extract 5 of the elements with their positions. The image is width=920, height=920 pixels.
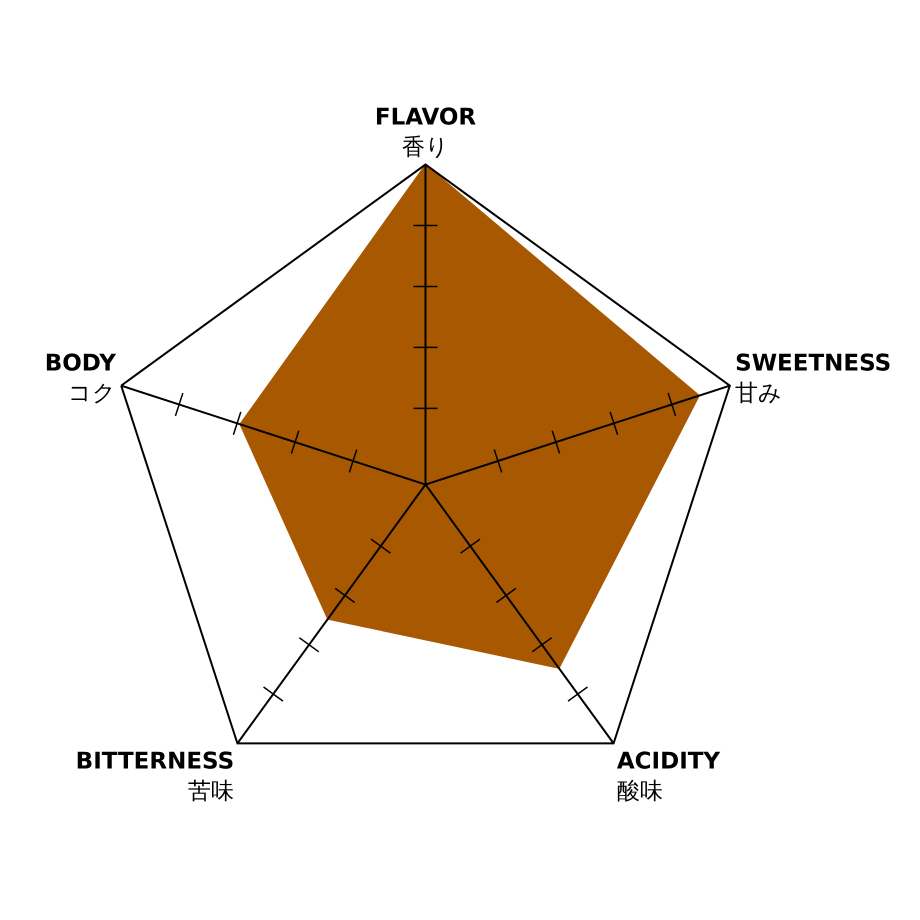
spoke-label: BODY コク xyxy=(44,350,116,406)
spoke-label: FLAVOR 香り xyxy=(374,104,476,160)
spoke-label: ACIDITY 酸味 xyxy=(616,748,720,804)
spoke-label: SWEETNESS 甘み xyxy=(735,350,892,406)
spoke-label: BITTERNESS 苦味 xyxy=(76,748,234,804)
